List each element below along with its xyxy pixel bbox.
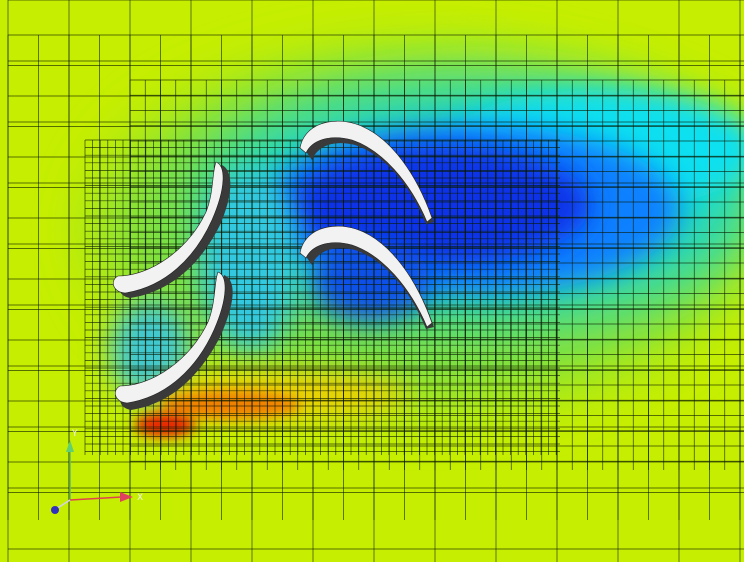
- triad-x-label: X: [137, 493, 143, 503]
- page: Y X (() => { const data = JSON.parse(doc…: [0, 0, 744, 562]
- triad-y-label: Y: [71, 429, 78, 439]
- flow-field: [0, 0, 744, 562]
- cfd-view: Y X: [0, 0, 744, 562]
- triad-z-dot: [51, 506, 59, 514]
